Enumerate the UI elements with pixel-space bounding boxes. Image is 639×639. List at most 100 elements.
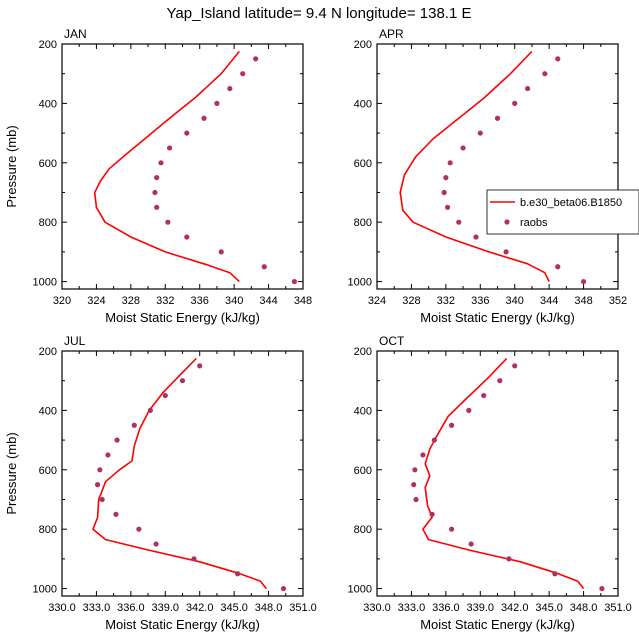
data-point-raobs <box>261 264 267 270</box>
x-tick-label: 324 <box>87 295 105 307</box>
y-tick-label: 800 <box>39 217 57 229</box>
y-tick-label: 400 <box>354 405 372 417</box>
x-tick-label: 339.0 <box>152 602 180 614</box>
data-point-raobs <box>165 219 171 225</box>
y-axis-title: Pressure (mb) <box>4 125 19 207</box>
data-point-raobs <box>411 482 417 488</box>
chart-panel-apr: APR 324 328 332 336 340 344 348 352 200 400 600 800 1… <box>348 27 628 325</box>
chart-panel-jul: JUL 330.0 333.0 336.0 339.0 342.0 345.0 348.0 35… <box>4 334 317 632</box>
series-line-model <box>92 357 267 590</box>
data-point-raobs <box>131 422 137 428</box>
data-point-raobs <box>105 452 111 458</box>
x-tick-label: 342.0 <box>186 602 214 614</box>
data-point-raobs <box>441 189 447 196</box>
data-point-raobs <box>460 145 466 151</box>
x-tick-label: 332 <box>437 295 455 307</box>
y-tick-label: 200 <box>39 346 57 358</box>
data-point-raobs <box>154 204 160 210</box>
y-tick-label: 200 <box>354 39 372 51</box>
x-axis-title: Moist Static Energy (kJ/kg) <box>420 617 575 632</box>
data-point-raobs <box>466 407 472 413</box>
x-axis-title: Moist Static Energy (kJ/kg) <box>420 310 575 325</box>
x-tick-label: 340 <box>506 295 524 307</box>
x-tick-label: 328 <box>122 295 140 307</box>
x-tick-label: 344 <box>540 295 558 307</box>
chart-panel-oct: OCT 330.0 333.0 336.0 339.0 342.0 345.0 348.0 35… <box>348 334 632 632</box>
data-point-raobs <box>512 100 518 106</box>
y-tick-label: 1000 <box>348 584 372 596</box>
data-point-raobs <box>136 526 142 532</box>
data-point-raobs <box>555 56 561 62</box>
data-point-raobs <box>412 467 418 473</box>
data-point-raobs <box>448 526 455 532</box>
data-point-raobs <box>291 278 297 285</box>
x-tick-label: 324 <box>368 295 386 307</box>
x-tick-label: 330.0 <box>48 602 76 614</box>
chart-panel-jan: JAN 320 324 328 332 336 340 344 348 200 400 600 800 1… <box>4 27 312 325</box>
figure-title: Yap_Island latitude= 9.4 N longitude= 13… <box>167 5 472 22</box>
data-point-raobs <box>191 556 197 562</box>
data-point-raobs <box>456 219 462 225</box>
x-tick-label: 328 <box>402 295 420 307</box>
panel-label: JAN <box>64 27 87 41</box>
data-point-raobs <box>218 249 224 255</box>
y-tick-label: 200 <box>39 39 57 51</box>
data-point-raobs <box>153 541 159 547</box>
panel-label: OCT <box>379 334 405 348</box>
panel-label: JUL <box>64 334 86 348</box>
data-point-raobs <box>99 496 105 503</box>
y-tick-label: 1000 <box>33 584 57 596</box>
data-point-raobs <box>158 160 164 166</box>
x-tick-label: 348 <box>294 295 312 307</box>
data-point-raobs <box>494 115 501 121</box>
x-tick-label: 348.0 <box>570 602 598 614</box>
data-point-raobs <box>234 571 241 577</box>
data-point-raobs <box>147 407 153 413</box>
data-point-raobs <box>240 71 246 77</box>
data-point-raobs <box>162 392 168 399</box>
data-point-raobs <box>184 234 190 240</box>
x-tick-label: 320 <box>53 295 71 307</box>
data-point-raobs <box>444 204 451 210</box>
data-point-raobs <box>113 511 119 517</box>
x-axis-title: Moist Static Energy (kJ/kg) <box>105 310 260 325</box>
data-point-raobs <box>542 71 548 77</box>
legend-label-model: b.e30_beta06.B1850 <box>520 197 622 209</box>
data-point-raobs <box>448 422 455 428</box>
plot-frame <box>376 350 619 597</box>
plot-frame <box>376 43 619 290</box>
plot-frame <box>61 350 304 597</box>
x-tick-label: 336.0 <box>432 602 460 614</box>
data-point-raobs <box>280 585 287 592</box>
data-point-raobs <box>166 145 173 151</box>
data-point-raobs <box>154 175 160 181</box>
series-line-model <box>399 50 550 282</box>
data-point-raobs <box>506 556 512 562</box>
x-tick-label: 332 <box>156 295 174 307</box>
y-tick-label: 800 <box>354 524 372 536</box>
y-tick-label: 600 <box>354 158 372 170</box>
data-point-raobs <box>473 234 479 240</box>
x-tick-label: 344 <box>259 295 277 307</box>
x-tick-label: 333.0 <box>83 602 111 614</box>
x-tick-label: 333.0 <box>398 602 426 614</box>
data-point-raobs <box>413 496 419 503</box>
data-point-raobs <box>468 541 474 547</box>
x-tick-label: 336 <box>471 295 489 307</box>
legend-label-obs: raobs <box>520 217 548 229</box>
data-point-raobs <box>420 452 426 458</box>
x-tick-label: 345.0 <box>535 602 563 614</box>
data-point-raobs <box>94 482 101 488</box>
y-tick-label: 400 <box>354 98 372 110</box>
x-tick-label: 340 <box>225 295 243 307</box>
y-tick-label: 600 <box>39 465 57 477</box>
data-point-raobs <box>152 189 158 196</box>
x-tick-label: 352 <box>609 295 627 307</box>
data-point-raobs <box>214 100 220 106</box>
data-point-raobs <box>227 85 233 92</box>
data-point-raobs <box>477 130 483 136</box>
series-line-model <box>422 357 585 590</box>
x-tick-label: 336 <box>191 295 209 307</box>
data-point-raobs <box>431 437 437 443</box>
